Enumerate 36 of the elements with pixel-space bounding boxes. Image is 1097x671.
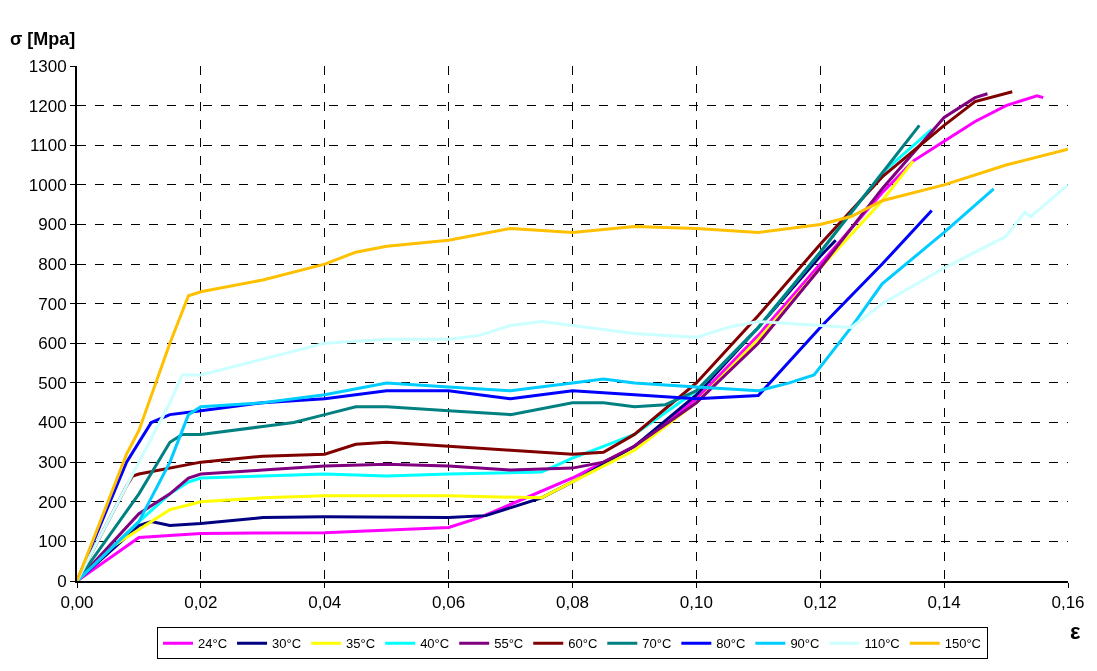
y-tick-label: 800 [38, 255, 67, 275]
x-tick-label: 0,16 [1051, 593, 1085, 613]
x-tick-label: 0,14 [927, 593, 961, 613]
y-tick-label: 500 [38, 373, 67, 393]
legend-label: 40°C [420, 636, 450, 652]
y-tick-label: 300 [38, 453, 67, 473]
legend-label: 55°C [494, 636, 524, 652]
x-tick-label: 0,00 [60, 593, 94, 613]
y-tick-label: 0 [57, 571, 67, 591]
legend-label: 30°C [272, 636, 302, 652]
y-tick-label: 900 [38, 215, 67, 235]
legend-label: 110°C [864, 636, 900, 652]
legend-label: 150°C [944, 636, 982, 652]
x-tick-label: 0,04 [308, 593, 342, 613]
y-tick-label: 1100 [30, 136, 67, 156]
y-tick-label: 200 [38, 492, 67, 512]
legend-label: 80°C [716, 636, 746, 652]
x-tick-label: 0,02 [184, 593, 218, 613]
legend-label: 24°C [198, 636, 228, 652]
legend-label: 70°C [642, 636, 672, 652]
y-tick-label: 1200 [28, 96, 67, 116]
x-axis-title: ε [1070, 619, 1081, 644]
legend-label: 60°C [568, 636, 598, 652]
y-tick-label: 1300 [28, 56, 67, 76]
y-tick-label: 1000 [28, 175, 67, 195]
legend-label: 35°C [346, 636, 376, 652]
x-tick-label: 0,08 [555, 593, 590, 613]
y-tick-label: 400 [38, 413, 67, 433]
y-tick-label: 700 [38, 294, 67, 314]
y-tick-label: 100 [38, 532, 67, 552]
x-tick-label: 0,10 [679, 593, 713, 613]
x-tick-label: 0,06 [432, 593, 466, 613]
legend-label: 90°C [790, 636, 820, 652]
x-tick-label: 0,12 [803, 593, 837, 613]
y-axis-title: σ [Mpa] [10, 29, 76, 49]
y-tick-label: 600 [38, 334, 67, 354]
